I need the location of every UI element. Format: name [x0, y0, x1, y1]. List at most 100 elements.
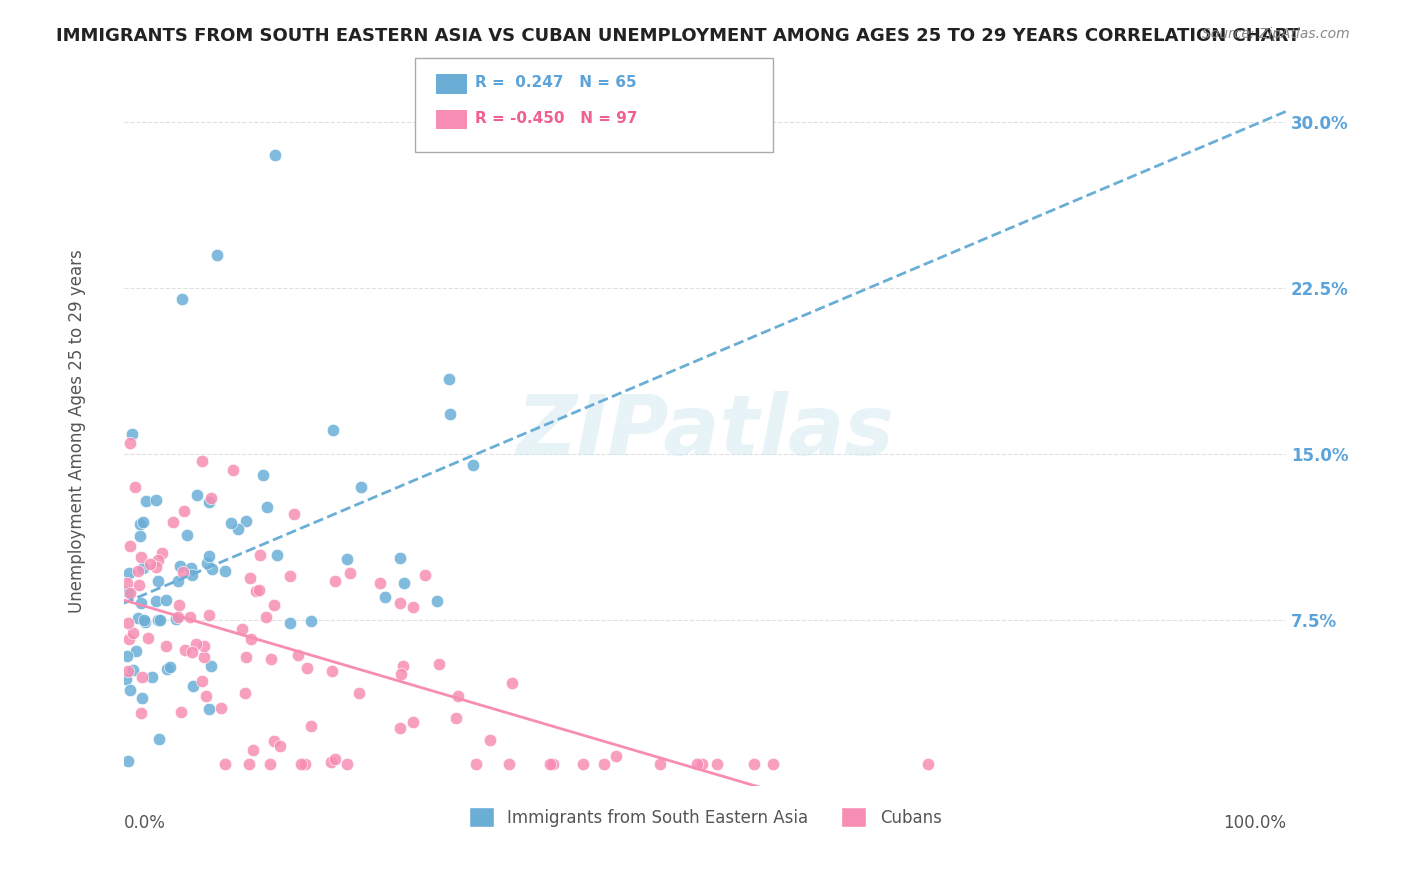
Point	[173, 642, 195, 657]
Point	[145, 559, 167, 574]
Point	[198, 495, 221, 509]
Point	[368, 575, 391, 590]
Point	[321, 756, 343, 770]
Point	[121, 426, 143, 441]
Point	[209, 701, 232, 715]
Point	[260, 652, 283, 666]
Point	[339, 566, 361, 580]
Point	[127, 611, 149, 625]
Point	[239, 572, 262, 586]
Point	[134, 615, 156, 630]
Point	[186, 488, 208, 502]
Point	[336, 756, 359, 771]
Point	[231, 623, 253, 637]
Point	[169, 559, 191, 574]
Point	[139, 557, 162, 571]
Point	[128, 529, 150, 543]
Point	[200, 659, 222, 673]
Point	[155, 639, 177, 653]
Point	[269, 739, 291, 753]
Text: Unemployment Among Ages 25 to 29 years: Unemployment Among Ages 25 to 29 years	[69, 250, 86, 614]
Point	[181, 679, 204, 693]
Text: 0.0%: 0.0%	[124, 814, 166, 832]
Point	[242, 742, 264, 756]
Point	[233, 686, 256, 700]
Point	[283, 507, 305, 521]
Point	[166, 610, 188, 624]
Point	[278, 616, 301, 631]
Text: R = -0.450   N = 97: R = -0.450 N = 97	[475, 112, 638, 126]
Point	[115, 576, 138, 591]
Point	[125, 644, 148, 658]
Point	[501, 676, 523, 690]
Point	[156, 662, 179, 676]
Point	[197, 702, 219, 716]
Point	[543, 756, 565, 771]
Point	[336, 551, 359, 566]
Point	[170, 705, 193, 719]
Point	[917, 756, 939, 771]
Point	[464, 756, 486, 771]
Point	[170, 292, 193, 306]
Text: R =  0.247   N = 65: R = 0.247 N = 65	[475, 76, 637, 90]
Point	[295, 661, 318, 675]
Point	[117, 664, 139, 678]
Point	[592, 756, 614, 771]
Point	[141, 669, 163, 683]
Point	[263, 734, 285, 748]
Point	[538, 756, 561, 771]
Point	[200, 491, 222, 505]
Point	[263, 598, 285, 612]
Point	[219, 516, 242, 530]
Point	[321, 664, 343, 678]
Point	[145, 593, 167, 607]
Point	[165, 612, 187, 626]
Point	[131, 515, 153, 529]
Point	[118, 632, 141, 646]
Point	[149, 614, 172, 628]
Point	[235, 649, 257, 664]
Point	[173, 504, 195, 518]
Point	[172, 565, 194, 579]
Point	[145, 492, 167, 507]
Text: ZIPatlas: ZIPatlas	[516, 391, 894, 472]
Point	[686, 756, 709, 771]
Point	[135, 494, 157, 508]
Point	[478, 732, 501, 747]
Point	[129, 706, 152, 720]
Point	[256, 500, 278, 514]
Point	[392, 575, 415, 590]
Point	[323, 574, 346, 588]
Point	[114, 673, 136, 687]
Point	[128, 578, 150, 592]
Point	[605, 748, 627, 763]
Point	[146, 574, 169, 589]
Point	[294, 756, 316, 771]
Point	[117, 615, 139, 630]
Point	[323, 752, 346, 766]
Point	[222, 463, 245, 477]
Point	[148, 732, 170, 747]
Point	[197, 608, 219, 623]
Point	[447, 689, 470, 703]
Point	[650, 756, 672, 771]
Point	[162, 515, 184, 529]
Point	[181, 568, 204, 582]
Point	[201, 562, 224, 576]
Point	[374, 590, 396, 604]
Point	[439, 407, 461, 421]
Point	[238, 756, 260, 771]
Point	[706, 756, 728, 771]
Point	[146, 613, 169, 627]
Point	[415, 568, 437, 582]
Point	[167, 598, 190, 612]
Point	[427, 657, 450, 672]
Point	[166, 574, 188, 589]
Point	[117, 584, 139, 599]
Point	[290, 756, 312, 771]
Point	[120, 539, 142, 553]
Point	[742, 756, 765, 771]
Point	[214, 564, 236, 578]
Point	[299, 719, 322, 733]
Point	[205, 247, 228, 261]
